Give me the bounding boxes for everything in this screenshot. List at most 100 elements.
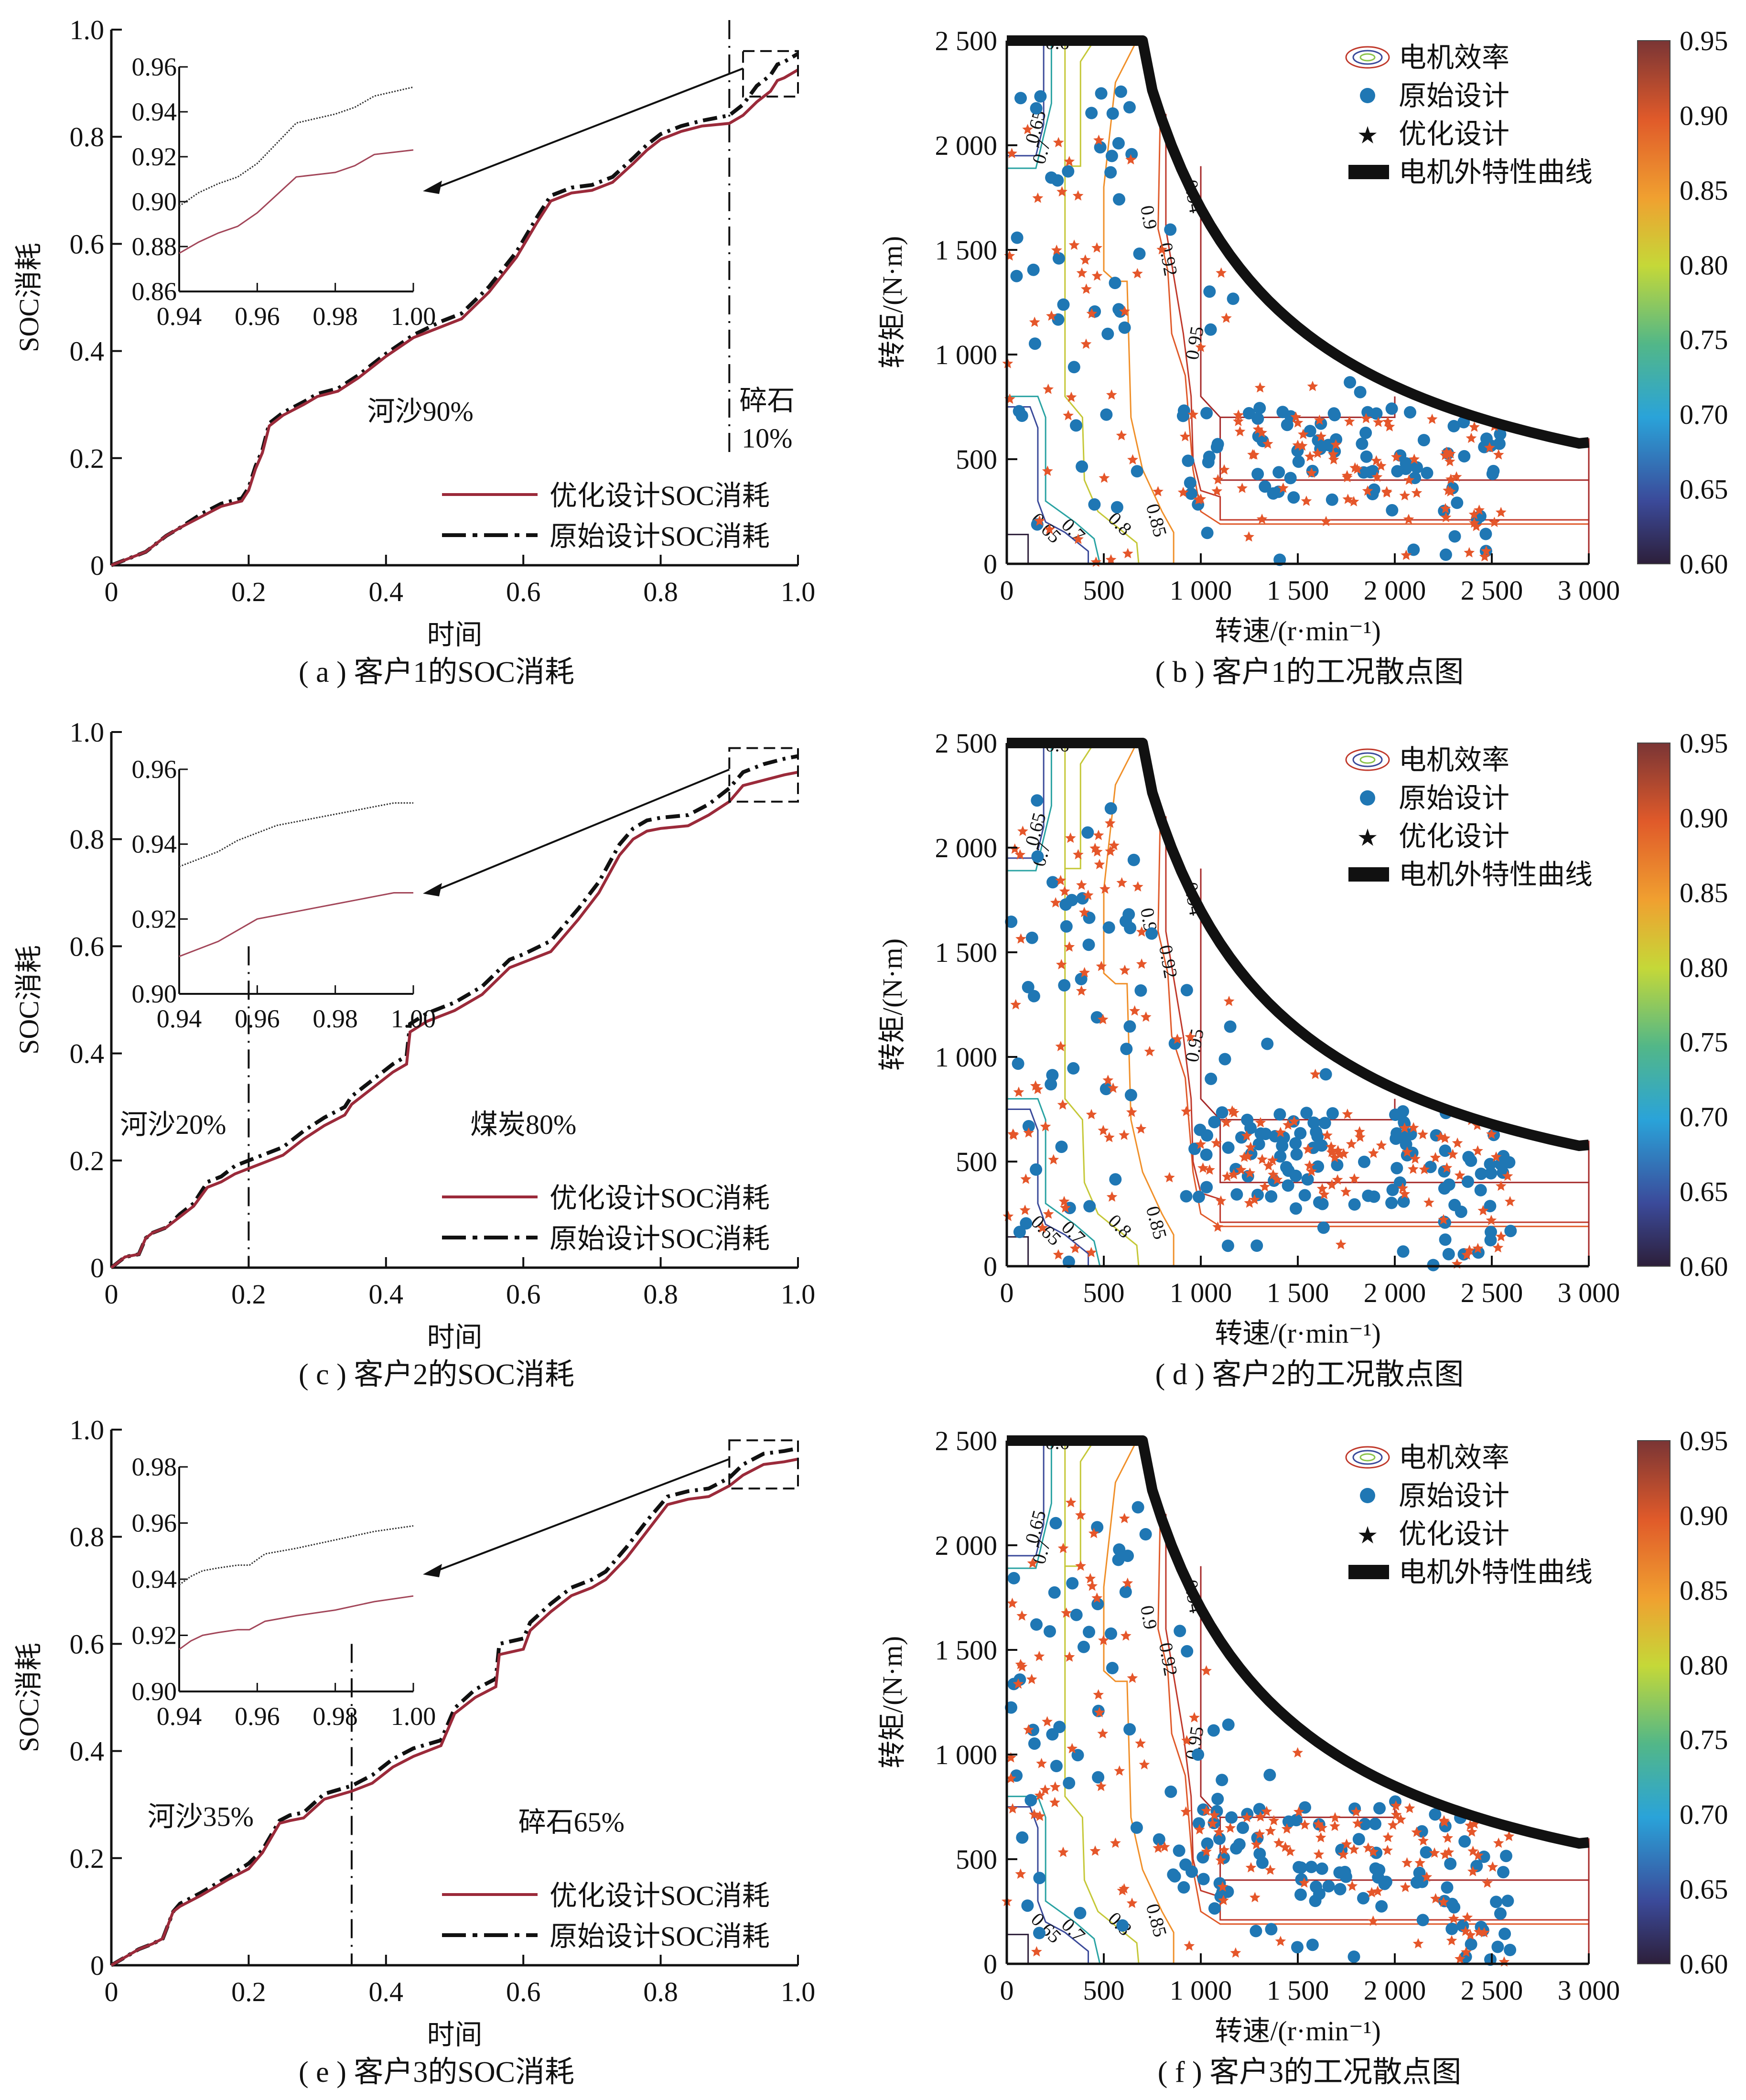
point-optimized: [1046, 310, 1057, 321]
point-optimized: [1050, 897, 1061, 908]
inset-series-optimized: [179, 1595, 414, 1650]
point-original: [1192, 1748, 1205, 1761]
point-optimized: [1010, 999, 1022, 1010]
legend-original-label: 原始设计: [1399, 783, 1509, 814]
point-optimized: [1445, 448, 1456, 459]
point-optimized: [1493, 449, 1504, 460]
zoom-arrow: [437, 1458, 730, 1572]
point-optimized: [1006, 148, 1017, 159]
point-optimized: [1227, 1105, 1238, 1116]
point-original: [1386, 1184, 1399, 1196]
point-optimized: [1368, 1147, 1379, 1158]
x-tick-label: 0.6: [506, 1976, 541, 2007]
point-optimized: [1172, 1034, 1183, 1044]
point-optimized: [1087, 1580, 1098, 1591]
point-optimized: [1081, 283, 1092, 294]
point-optimized: [1016, 1661, 1028, 1672]
zoom-arrow: [437, 67, 744, 188]
point-original: [1197, 1873, 1210, 1885]
point-optimized: [1417, 1129, 1428, 1140]
point-original: [1113, 193, 1125, 206]
contour-label: 0.92: [1155, 1641, 1182, 1678]
point-original: [1048, 1586, 1061, 1599]
y-tick-label: 0.4: [70, 1736, 105, 1767]
point-optimized: [1043, 383, 1054, 394]
point-original: [1005, 915, 1018, 928]
point-optimized: [1247, 449, 1258, 460]
zoom-box: [742, 50, 799, 98]
point-original: [1390, 1127, 1403, 1140]
y-tick-label: 0.6: [70, 1628, 105, 1659]
point-optimized: [1373, 417, 1384, 427]
chart-b: 0.60.650.70.90.920.940.950.650.7 0.8 0.850…: [877, 25, 1728, 646]
point-optimized: [1048, 1154, 1059, 1165]
point-optimized: [1108, 1082, 1119, 1093]
point-original: [1201, 1837, 1214, 1850]
point-original: [1444, 1857, 1457, 1870]
point-optimized: [1207, 1818, 1218, 1829]
point-original: [1085, 107, 1098, 119]
point-optimized: [1244, 1167, 1256, 1178]
y-tick-label: 2 000: [935, 130, 998, 161]
point-optimized: [1059, 885, 1070, 896]
colorbar-tick-label: 0.65: [1680, 1176, 1728, 1207]
inset-series-original: [179, 802, 413, 868]
point-original: [1491, 1940, 1504, 1953]
point-optimized: [1418, 1835, 1429, 1846]
point-optimized: [1465, 1820, 1476, 1831]
point-original: [1031, 850, 1044, 863]
zoom-box: [728, 1439, 799, 1490]
colorbar-tick-label: 0.95: [1680, 25, 1728, 56]
point-optimized: [1036, 1758, 1047, 1768]
x-tick-label: 500: [1083, 575, 1125, 606]
point-original: [1294, 1127, 1307, 1140]
point-optimized: [1478, 1927, 1490, 1938]
point-optimized: [1093, 1689, 1104, 1700]
legend-original-label: 原始设计: [1399, 80, 1509, 111]
point-optimized: [1439, 1132, 1451, 1143]
point-original: [1062, 165, 1075, 178]
point-original: [1100, 408, 1113, 421]
point-optimized: [1204, 1164, 1215, 1175]
point-original: [1200, 1148, 1213, 1161]
point-optimized: [1301, 495, 1312, 506]
point-original: [1333, 1866, 1346, 1879]
point-optimized: [1043, 1208, 1054, 1219]
point-optimized: [1438, 1896, 1449, 1907]
motor-envelope-curve: [1007, 35, 1590, 449]
point-optimized: [1468, 509, 1480, 519]
point-optimized: [1057, 1099, 1068, 1110]
legend-ellipse-inner: [1359, 755, 1376, 764]
point-original: [1380, 1875, 1392, 1888]
x-tick-label: 1 000: [1170, 575, 1232, 606]
point-optimized: [1119, 964, 1131, 975]
point-optimized: [1034, 1789, 1045, 1800]
point-optimized: [1221, 1171, 1233, 1182]
contour-label: 0.92: [1155, 241, 1182, 278]
point-optimized: [1106, 389, 1117, 400]
point-original: [1490, 1895, 1503, 1908]
contour-label: 0.9: [1136, 204, 1162, 231]
inset-y-tick-label: 0.92: [132, 905, 177, 933]
point-optimized: [1064, 941, 1075, 952]
x-tick-label: 1.0: [781, 1279, 816, 1310]
legend-efficiency-icon: [1345, 748, 1390, 771]
point-optimized: [1401, 549, 1412, 560]
colorbar-tick-label: 0.70: [1680, 1799, 1728, 1830]
point-optimized: [1093, 134, 1104, 145]
point-optimized: [1390, 1809, 1402, 1820]
y-tick-label: 500: [956, 1146, 997, 1177]
point-optimized: [1281, 1823, 1293, 1834]
point-optimized: [1326, 1141, 1337, 1152]
point-optimized: [1421, 1871, 1433, 1882]
y-tick-label: 1.0: [70, 1414, 105, 1445]
series-original-points: [1010, 85, 1507, 566]
point-optimized: [1473, 1850, 1484, 1861]
point-original: [1094, 141, 1107, 154]
point-original: [1083, 1626, 1095, 1638]
point-original: [1225, 1811, 1238, 1824]
point-optimized: [1484, 442, 1495, 453]
efficiency-contour: [1007, 534, 1029, 564]
zoom-arrow-head: [423, 181, 442, 194]
point-optimized: [1368, 1846, 1379, 1857]
